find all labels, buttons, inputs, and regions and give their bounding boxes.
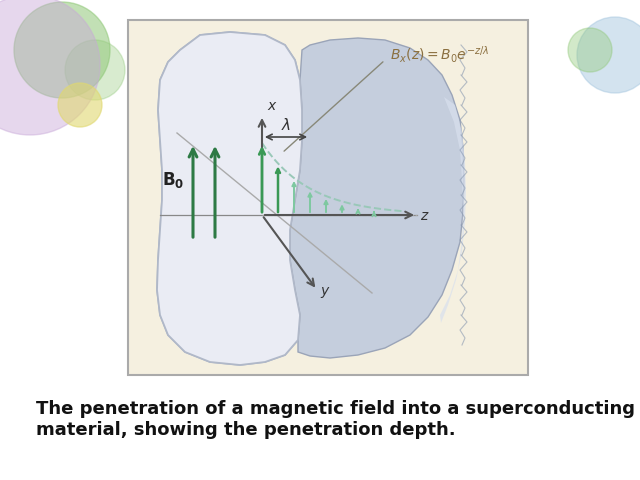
Polygon shape xyxy=(290,38,464,358)
Polygon shape xyxy=(157,32,302,365)
Text: $\mathbf{B_0}$: $\mathbf{B_0}$ xyxy=(162,170,184,190)
Text: $B_x(z) = B_0e^{-z/\lambda}$: $B_x(z) = B_0e^{-z/\lambda}$ xyxy=(390,45,490,65)
Text: The penetration of a magnetic field into a superconducting
material, showing the: The penetration of a magnetic field into… xyxy=(36,400,635,439)
Text: $z$: $z$ xyxy=(420,209,429,223)
Circle shape xyxy=(14,2,110,98)
Circle shape xyxy=(568,28,612,72)
Circle shape xyxy=(58,83,102,127)
Circle shape xyxy=(577,17,640,93)
Polygon shape xyxy=(440,97,466,323)
Polygon shape xyxy=(157,32,302,365)
FancyBboxPatch shape xyxy=(128,20,528,375)
Circle shape xyxy=(0,0,100,135)
Circle shape xyxy=(65,40,125,100)
Text: $y$: $y$ xyxy=(320,285,331,300)
Text: $\lambda$: $\lambda$ xyxy=(281,117,291,133)
Text: $x$: $x$ xyxy=(267,99,278,113)
